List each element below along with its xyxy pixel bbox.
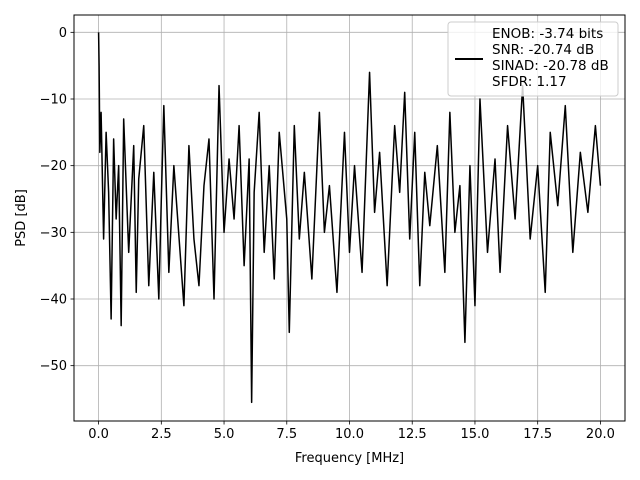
line-layer: [97, 32, 602, 404]
legend-box: [447, 21, 619, 97]
legend-line-text: ENOB: -3.74 bits: [492, 26, 603, 42]
y-tick-label: −20: [40, 159, 67, 174]
series-line: [97, 32, 602, 404]
y-tick-label: −30: [40, 226, 67, 241]
x-tick-label: 15.0: [460, 427, 489, 442]
legend-line-text: SINAD: -20.78 dB: [492, 58, 609, 74]
legend-entry-label: ENOB: -3.74 bits SNR: -20.74 dB SINAD: -20…: [492, 26, 609, 90]
y-tick-label: −10: [40, 93, 67, 108]
tick-layer: 0.0 2.5 5.0 7.5 10.0 12.5 15.0 17.5 20.0 0 −10 −20 −…: [40, 26, 615, 442]
y-tick-label: 0: [59, 26, 67, 41]
x-tick-label: 20.0: [586, 427, 615, 442]
y-tick-label: −40: [40, 293, 67, 308]
legend: ENOB: -3.74 bits SNR: -20.74 dB SINAD: -20…: [447, 21, 619, 97]
x-tick-label: 17.5: [523, 427, 552, 442]
x-tick-label: 0.0: [88, 427, 109, 442]
x-tick-label: 5.0: [214, 427, 235, 442]
x-tick-label: 7.5: [276, 427, 297, 442]
legend-line-text: SNR: -20.74 dB: [492, 42, 594, 58]
x-axis-label: Frequency [MHz]: [295, 451, 404, 466]
x-tick-label: 12.5: [398, 427, 427, 442]
y-tick-label: −50: [40, 359, 67, 374]
y-axis-label: PSD [dB]: [14, 189, 29, 247]
x-tick-label: 10.0: [335, 427, 364, 442]
x-tick-label: 2.5: [151, 427, 172, 442]
legend-line-text: SFDR: 1.17: [492, 74, 567, 90]
